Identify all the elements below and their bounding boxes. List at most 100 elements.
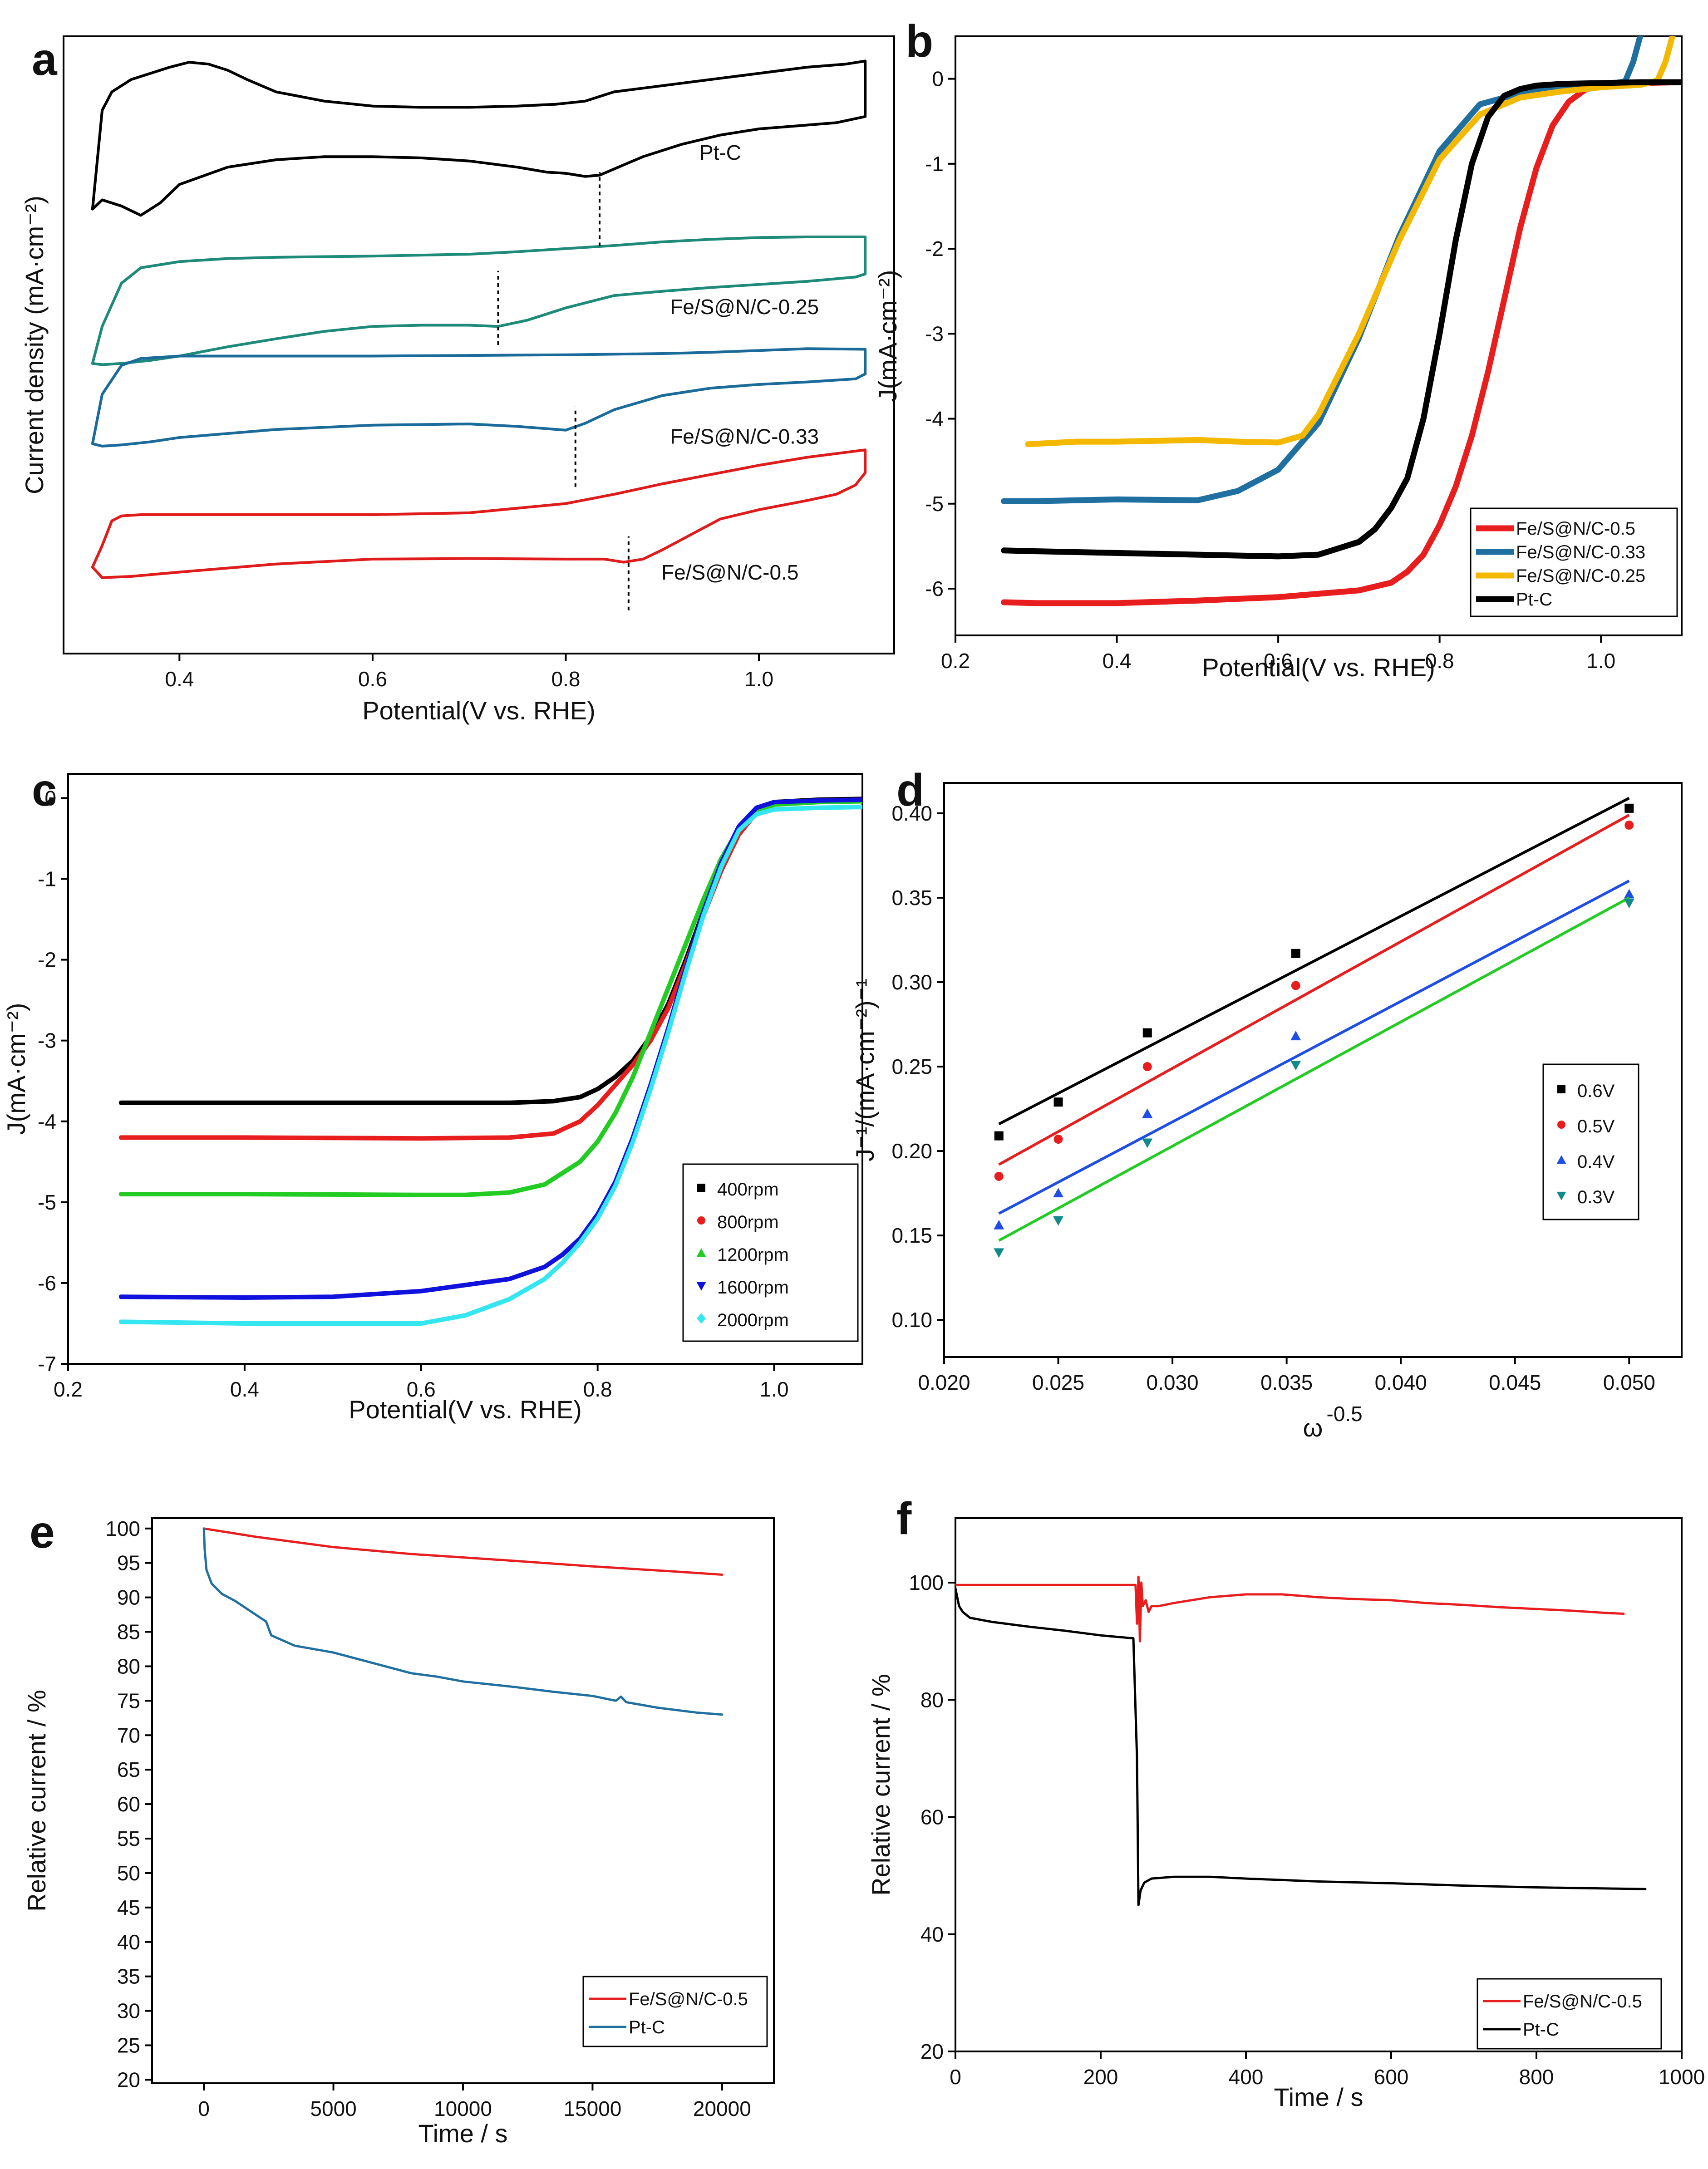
y-tick-label: 85 [117, 1620, 140, 1644]
legend-marker [1556, 1155, 1566, 1164]
x-tick-label: 0.040 [1375, 1371, 1427, 1394]
x-tick-label: 200 [1083, 2065, 1118, 2089]
plot-frame [955, 1517, 1683, 2052]
x-axis-label: ω [1303, 1413, 1323, 1442]
series-2000rpm-line [118, 805, 862, 1326]
series-fe-s-n-c-0.5-line [202, 1527, 724, 1576]
y-tick-label: 40 [117, 1930, 140, 1954]
x-axis-label: Potential(V vs. RHE) [362, 696, 596, 725]
series-fe-s-n-c-0.5-line [955, 1575, 1625, 1643]
legend-label: Fe/S@N/C-0.33 [1516, 542, 1645, 562]
y-tick-label: 25 [117, 2033, 140, 2057]
x-tick-label: 0.8 [583, 1377, 612, 1401]
y-tick-label: 45 [117, 1896, 140, 1919]
data-point [1053, 1216, 1064, 1226]
y-tick-label: 80 [117, 1654, 140, 1678]
legend-label: 1200rpm [717, 1245, 789, 1265]
legend-marker [1557, 1085, 1565, 1093]
y-tick-label: 70 [117, 1723, 140, 1747]
y-tick-label: -4 [38, 1110, 56, 1133]
data-point [1624, 889, 1634, 899]
legend: Fe/S@N/C-0.5 Pt-C [582, 1976, 768, 2047]
series-label: Fe/S@N/C-0.33 [670, 425, 819, 448]
y-tick-label: 90 [117, 1586, 140, 1609]
y-tick-label: 60 [920, 1805, 944, 1829]
y-tick-label: 0.40 [891, 802, 932, 825]
y-tick-label: -5 [38, 1190, 56, 1214]
data-point [1142, 1062, 1152, 1072]
legend-label: 2000rpm [717, 1310, 789, 1330]
fit-line-0.4V [998, 880, 1630, 1215]
data-point [1624, 821, 1634, 830]
data-point [1053, 1097, 1063, 1107]
series-800rpm-line [118, 797, 862, 1141]
x-tick-label: 400 [1229, 2065, 1264, 2089]
series-pt-c-line [202, 1527, 724, 1716]
y-axis-label: Relative current / % [22, 1690, 51, 1912]
x-tick-label: 1.0 [760, 1377, 789, 1401]
legend-label: 400rpm [717, 1180, 779, 1200]
plot-frame [943, 782, 1683, 1358]
y-axis-label: J⁻¹/(mA·cm⁻²)⁻¹ [851, 979, 879, 1161]
y-tick-label: -6 [925, 577, 944, 600]
series-pt-c-line [91, 59, 867, 217]
data-point [1142, 1138, 1153, 1148]
legend-marker [1557, 1121, 1565, 1129]
chart-panel-d: d 0.020 0.025 0.030 0.035 0.040 0.045 0.050 0.10… [851, 765, 1683, 1442]
legend-label: Fe/S@N/C-0.5 [1516, 519, 1635, 539]
data-point [994, 1220, 1004, 1230]
plot-area [91, 59, 867, 579]
legend-label: Pt-C [1523, 2020, 1559, 2040]
legend-box [582, 1976, 768, 2047]
x-tick-label: 0.8 [1425, 649, 1454, 673]
y-tick-label: 60 [117, 1792, 140, 1816]
y-tick-label: -3 [925, 322, 944, 345]
x-axis-label: Potential(V vs. RHE) [349, 1395, 582, 1424]
legend-box [1477, 1978, 1662, 2050]
y-tick-label: 35 [117, 1965, 140, 1988]
legend: 400rpm 800rpm 1200rpm 1600rpm 2000rpm [682, 1163, 859, 1342]
data-point [1053, 1135, 1063, 1144]
y-tick-label: -6 [38, 1271, 56, 1295]
chart-panel-c: c 0.2 0.4 0.6 0.8 1.0 0 -1 -2 -3 -4 -5 -6 -7 Potential… [2, 765, 863, 1424]
chart-panel-a: a 0.4 0.6 0.8 1.0 Potential(V vs. RHE) Current… [20, 34, 895, 725]
y-tick-label: 55 [117, 1827, 140, 1850]
y-tick-label: 0.25 [891, 1055, 932, 1078]
y-tick-label: -4 [925, 407, 944, 431]
plot-area [1001, 36, 1682, 606]
plot-frame [955, 35, 1683, 636]
series-400rpm-line [118, 797, 862, 1105]
panel-label: d [896, 765, 924, 816]
y-tick-label: 30 [117, 1999, 140, 2023]
x-tick-label: 0.020 [918, 1371, 970, 1394]
plot-frame [67, 773, 863, 1365]
data-point [994, 1131, 1004, 1141]
x-tick-label: 0.030 [1147, 1371, 1199, 1394]
series-fe-s-n-c-0.25-line [91, 236, 867, 366]
data-point [1624, 899, 1634, 909]
legend-label: 0.3V [1577, 1187, 1615, 1207]
x-tick-label: 0.045 [1489, 1371, 1541, 1394]
panel-label: b [906, 16, 933, 67]
y-tick-label: 0.20 [891, 1139, 932, 1163]
x-tick-label: 1.0 [744, 667, 773, 691]
y-tick-label: 100 [909, 1571, 944, 1594]
y-axis-label: Current density (mA·cm⁻²) [20, 196, 49, 494]
legend-marker [697, 1216, 705, 1225]
chart-panel-b: b 0.2 0.4 0.6 0.8 1.0 0 -1 -2 -3 -4 -5 -6 Potential(V… [873, 16, 1683, 682]
series-fe-s-n-c-0.33-line [1001, 36, 1644, 504]
legend-label: 0.6V [1577, 1081, 1615, 1101]
series-label: Fe/S@N/C-0.25 [670, 295, 819, 319]
legend-box [682, 1163, 859, 1342]
legend-marker [697, 1313, 706, 1324]
y-axis-label: J(mA·cm⁻²) [2, 1003, 30, 1135]
x-tick-label: 0 [198, 2097, 210, 2120]
plot-area [955, 1575, 1647, 1906]
data-point [1290, 1061, 1301, 1071]
x-tick-label: 0.050 [1603, 1371, 1655, 1394]
y-tick-label: -3 [38, 1029, 56, 1053]
legend-label: Pt-C [629, 2017, 665, 2037]
x-tick-label: 0.4 [1103, 649, 1132, 673]
x-tick-label: 20000 [693, 2097, 751, 2120]
legend-label: Pt-C [1516, 590, 1552, 610]
